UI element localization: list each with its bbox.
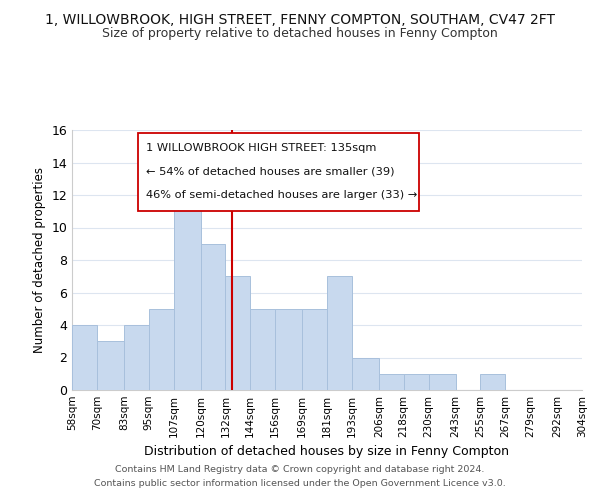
Bar xyxy=(428,374,455,390)
Bar xyxy=(352,358,379,390)
Bar xyxy=(404,374,428,390)
FancyBboxPatch shape xyxy=(139,132,419,210)
Text: 1, WILLOWBROOK, HIGH STREET, FENNY COMPTON, SOUTHAM, CV47 2FT: 1, WILLOWBROOK, HIGH STREET, FENNY COMPT… xyxy=(45,12,555,26)
Bar xyxy=(124,325,149,390)
Bar xyxy=(275,308,302,390)
Text: Contains HM Land Registry data © Crown copyright and database right 2024.
Contai: Contains HM Land Registry data © Crown c… xyxy=(94,466,506,487)
Text: 1 WILLOWBROOK HIGH STREET: 135sqm: 1 WILLOWBROOK HIGH STREET: 135sqm xyxy=(146,143,376,153)
Text: Size of property relative to detached houses in Fenny Compton: Size of property relative to detached ho… xyxy=(102,28,498,40)
Bar xyxy=(149,308,173,390)
Bar xyxy=(302,308,327,390)
Bar xyxy=(226,276,250,390)
Bar xyxy=(200,244,226,390)
Y-axis label: Number of detached properties: Number of detached properties xyxy=(33,167,46,353)
Bar xyxy=(97,341,124,390)
Bar xyxy=(379,374,404,390)
Bar xyxy=(72,325,97,390)
Bar xyxy=(481,374,505,390)
Bar xyxy=(173,179,200,390)
Bar xyxy=(250,308,275,390)
X-axis label: Distribution of detached houses by size in Fenny Compton: Distribution of detached houses by size … xyxy=(145,446,509,458)
Bar xyxy=(327,276,352,390)
Text: 46% of semi-detached houses are larger (33) →: 46% of semi-detached houses are larger (… xyxy=(146,190,417,200)
Text: ← 54% of detached houses are smaller (39): ← 54% of detached houses are smaller (39… xyxy=(146,166,394,176)
